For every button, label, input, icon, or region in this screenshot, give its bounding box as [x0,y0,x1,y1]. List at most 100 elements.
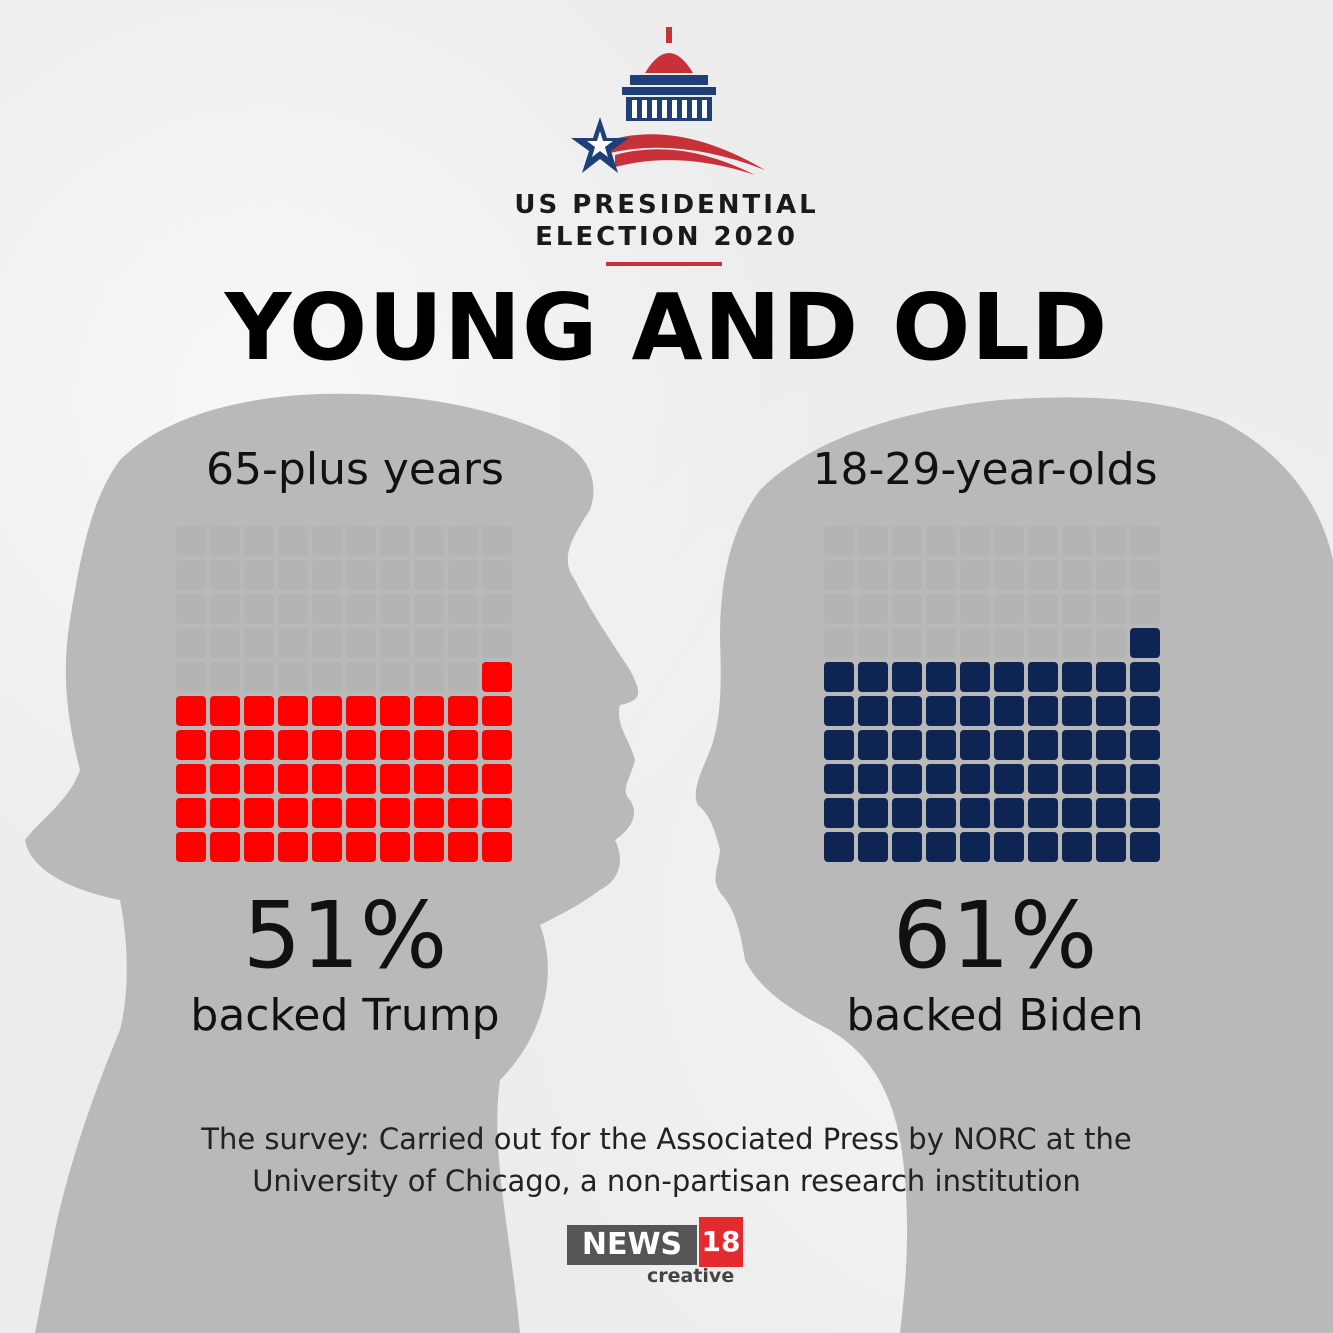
brand-news-text: NEWS [567,1225,697,1265]
waffle-cell [858,832,888,862]
waffle-cell [414,832,444,862]
left-percentage: 51% [242,882,448,989]
waffle-cell [414,730,444,760]
waffle-cell [210,526,240,556]
waffle-cell [448,594,478,624]
waffle-cell [380,764,410,794]
waffle-cell [414,628,444,658]
waffle-cell [892,832,922,862]
waffle-cell [176,560,206,590]
news18-logo: NEWS 18 creative [567,1215,747,1290]
waffle-cell [176,526,206,556]
waffle-cell [482,560,512,590]
waffle-cell [244,696,274,726]
waffle-cell [1028,662,1058,692]
waffle-cell [858,560,888,590]
waffle-cell [994,628,1024,658]
waffle-cell [926,662,956,692]
waffle-cell [1028,560,1058,590]
waffle-cell [244,764,274,794]
waffle-cell [380,832,410,862]
waffle-cell [210,730,240,760]
waffle-cell [244,832,274,862]
waffle-cell [346,628,376,658]
waffle-cell [1028,696,1058,726]
waffle-cell [346,560,376,590]
waffle-cell [1028,594,1058,624]
waffle-cell [346,594,376,624]
waffle-cell [278,696,308,726]
waffle-cell [1096,730,1126,760]
waffle-cell [244,662,274,692]
waffle-cell [482,832,512,862]
right-caption: backed Biden [846,990,1144,1041]
waffle-cell [1130,662,1160,692]
waffle-cell [414,526,444,556]
waffle-cell [824,798,854,828]
waffle-cell [278,526,308,556]
waffle-cell [1096,628,1126,658]
waffle-cell [926,560,956,590]
waffle-cell [312,526,342,556]
waffle-cell [380,798,410,828]
waffle-cell [1062,832,1092,862]
waffle-cell [482,798,512,828]
waffle-cell [176,832,206,862]
waffle-cell [244,628,274,658]
waffle-cell [448,526,478,556]
waffle-cell [346,832,376,862]
waffle-cell [210,696,240,726]
waffle-cell [858,594,888,624]
waffle-cell [278,764,308,794]
election-label-line2: ELECTION 2020 [535,222,798,252]
waffle-cell [244,594,274,624]
waffle-cell [960,730,990,760]
waffle-cell [312,628,342,658]
waffle-chart-right [824,526,1160,862]
waffle-cell [858,696,888,726]
waffle-cell [926,730,956,760]
waffle-cell [176,628,206,658]
waffle-cell [176,764,206,794]
waffle-cell [1130,526,1160,556]
waffle-cell [960,526,990,556]
waffle-cell [414,662,444,692]
waffle-cell [994,662,1024,692]
source-note: The survey: Carried out for the Associat… [110,1118,1223,1202]
waffle-cell [1062,594,1092,624]
waffle-cell [278,560,308,590]
waffle-cell [960,696,990,726]
waffle-cell [824,696,854,726]
waffle-cell [278,594,308,624]
waffle-cell [312,662,342,692]
waffle-cell [994,764,1024,794]
waffle-cell [176,662,206,692]
waffle-cell [482,526,512,556]
waffle-cell [278,628,308,658]
waffle-cell [1130,594,1160,624]
waffle-cell [824,628,854,658]
waffle-cell [312,696,342,726]
waffle-cell [312,764,342,794]
waffle-cell [1062,764,1092,794]
waffle-cell [926,696,956,726]
brand-sub-text: creative [647,1265,735,1287]
waffle-cell [448,832,478,862]
waffle-cell [1130,764,1160,794]
waffle-cell [482,696,512,726]
waffle-cell [448,764,478,794]
waffle-cell [1130,696,1160,726]
waffle-cell [244,526,274,556]
waffle-cell [960,594,990,624]
waffle-cell [858,730,888,760]
waffle-cell [858,628,888,658]
waffle-cell [312,594,342,624]
waffle-cell [1028,526,1058,556]
waffle-cell [448,628,478,658]
waffle-cell [1096,560,1126,590]
waffle-cell [1028,628,1058,658]
waffle-cell [994,526,1024,556]
waffle-cell [824,560,854,590]
waffle-cell [858,662,888,692]
waffle-cell [176,798,206,828]
